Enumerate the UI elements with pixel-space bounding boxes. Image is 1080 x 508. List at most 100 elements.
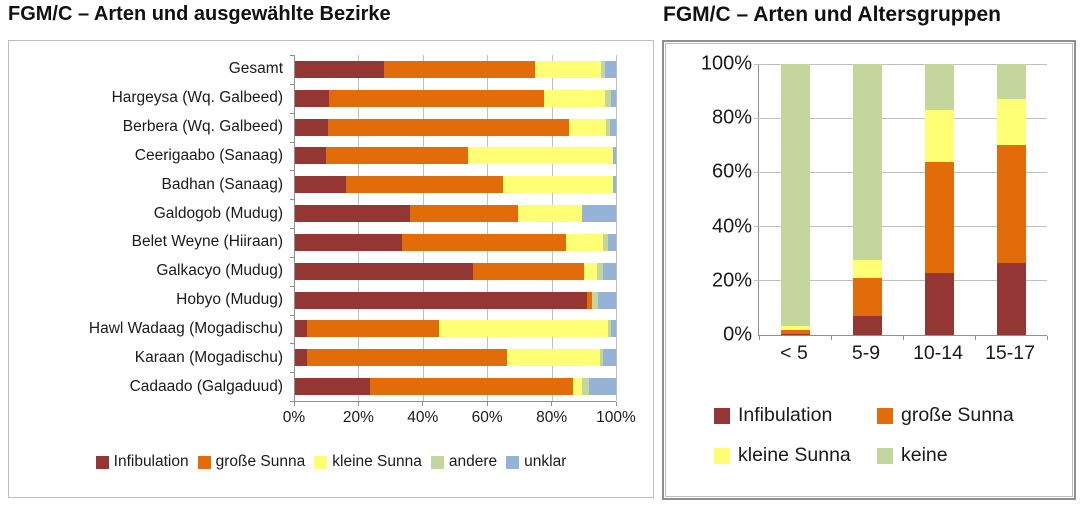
legend-swatch [430, 455, 444, 469]
axis-tick [902, 336, 904, 340]
stacked-bar [294, 349, 616, 367]
bar-row [294, 55, 616, 84]
axis-tick [830, 336, 832, 340]
bar-segment-kleine-sunna [438, 320, 608, 338]
bar-segment-kleine-sunna [924, 110, 954, 162]
axis-tick [758, 336, 760, 340]
legend-swatch [714, 407, 730, 424]
legend-label: keine [901, 444, 948, 466]
category-label: Belet Weyne (Hiiraan) [131, 233, 283, 251]
bar-row [294, 170, 616, 199]
bar-segment-andere [603, 233, 608, 251]
left-legend: Infibulation große Sunna kleine Sunna ander… [9, 453, 653, 471]
stacked-bar [294, 378, 616, 396]
category-label: Galdogob (Mudug) [153, 204, 283, 222]
legend-item: große Sunna [197, 453, 305, 471]
axis-tick [293, 402, 295, 406]
bar-segment-infibulation [294, 89, 330, 107]
left-category-axis-labels: Gesamt Hargeysa (Wq. Galbeed) Berbera (Wq.… [9, 55, 290, 401]
legend-label: kleine Sunna [738, 444, 851, 466]
bar-segment-kleine-sunna [583, 262, 597, 280]
bar-segment-kleine-sunna [852, 260, 882, 279]
stacked-bar [996, 64, 1026, 335]
bar-row [294, 84, 616, 113]
left-value-axis-labels: 0% 20% 40% 60% 80% 100% [283, 409, 636, 429]
axis-tick-label: 20% [342, 409, 374, 426]
bar-segment-unklar [611, 89, 616, 107]
bar-segment-infibulation [294, 176, 346, 194]
axis-tick [974, 336, 976, 340]
bar-segment-gro-e-sunna [384, 60, 536, 78]
axis-tick [290, 256, 294, 258]
stacked-bar [780, 64, 810, 335]
bar-segment-andere [606, 118, 610, 136]
bar-segment-gro-e-sunna [472, 262, 584, 280]
bar-row [294, 113, 616, 142]
bar-segment-gro-e-sunna [401, 233, 567, 251]
bar-segment-infibulation [294, 118, 328, 136]
left-plot-area [293, 55, 617, 406]
bar-segment-andere [599, 349, 604, 367]
bar-slot [831, 64, 903, 335]
stacked-bar [294, 176, 616, 194]
legend-swatch [314, 455, 328, 469]
bar-row [294, 372, 616, 401]
legend-swatch [877, 447, 893, 464]
bar-segment-kleine-sunna [569, 118, 607, 136]
axis-tick [290, 112, 294, 114]
bar-segment-infibulation [294, 291, 588, 309]
stacked-bar [294, 60, 616, 78]
axis-tick [551, 402, 553, 406]
bar-segment-infibulation [294, 262, 473, 280]
category-label: Gesamt [228, 60, 283, 78]
legend-label: Infibulation [113, 453, 189, 470]
bar-segment-kleine-sunna [503, 176, 613, 194]
bar-segment-infibulation [294, 147, 327, 165]
legend-item: unklar [506, 453, 566, 471]
bar-segment-unklar [612, 147, 616, 165]
category-label: Hobyo (Mudug) [176, 291, 283, 309]
bar-segment-infibulation [294, 349, 307, 367]
bar-row [294, 257, 616, 286]
bar-segment-kleine-sunna [543, 89, 605, 107]
left-category-axis-line [290, 55, 295, 402]
bar-segment-infibulation [294, 320, 307, 338]
bar-segment-keine [780, 64, 810, 326]
axis-tick [615, 402, 617, 406]
stacked-bar [924, 64, 954, 335]
bar-segment-unklar [598, 291, 616, 309]
right-chart-title: FGM/C – Arten und Altersgruppen [663, 3, 1001, 26]
bar-segment-gro-e-sunna [924, 161, 954, 273]
category-label: 5-9 [851, 342, 881, 364]
bar-segment-kleine-sunna [780, 325, 810, 330]
gridline [754, 280, 1047, 282]
axis-tick [290, 401, 294, 402]
axis-tick [290, 55, 294, 56]
bar-row [294, 314, 616, 343]
bar-segment-unklar [603, 349, 616, 367]
axis-tick [290, 343, 294, 345]
bar-segment-gro-e-sunna [369, 378, 573, 396]
stacked-bar [294, 147, 616, 165]
category-label: Hargeysa (Wq. Galbeed) [111, 89, 283, 107]
legend-item: große Sunna [877, 404, 1014, 427]
legend-swatch [197, 455, 211, 469]
gridline [754, 117, 1047, 119]
bar-row [294, 343, 616, 372]
legend-swatch [877, 407, 893, 424]
bar-segment-keine [924, 64, 954, 111]
bar-row [294, 286, 616, 315]
bar-segment-gro-e-sunna [306, 349, 507, 367]
bar-segment-gro-e-sunna [327, 118, 570, 136]
left-chart-panel: Gesamt Hargeysa (Wq. Galbeed) Berbera (Wq.… [8, 40, 654, 498]
gridline [616, 55, 617, 401]
bar-segment-infibulation [294, 378, 370, 396]
category-label: Hawl Wadaag (Mogadischu) [88, 319, 283, 337]
legend-label: große Sunna [901, 404, 1014, 426]
bar-segment-unklar [582, 205, 616, 223]
gridline [551, 55, 553, 401]
bar-segment-gro-e-sunna [587, 291, 592, 309]
axis-tick [290, 285, 294, 287]
gridline [358, 55, 360, 401]
bar-segment-gro-e-sunna [329, 89, 544, 107]
